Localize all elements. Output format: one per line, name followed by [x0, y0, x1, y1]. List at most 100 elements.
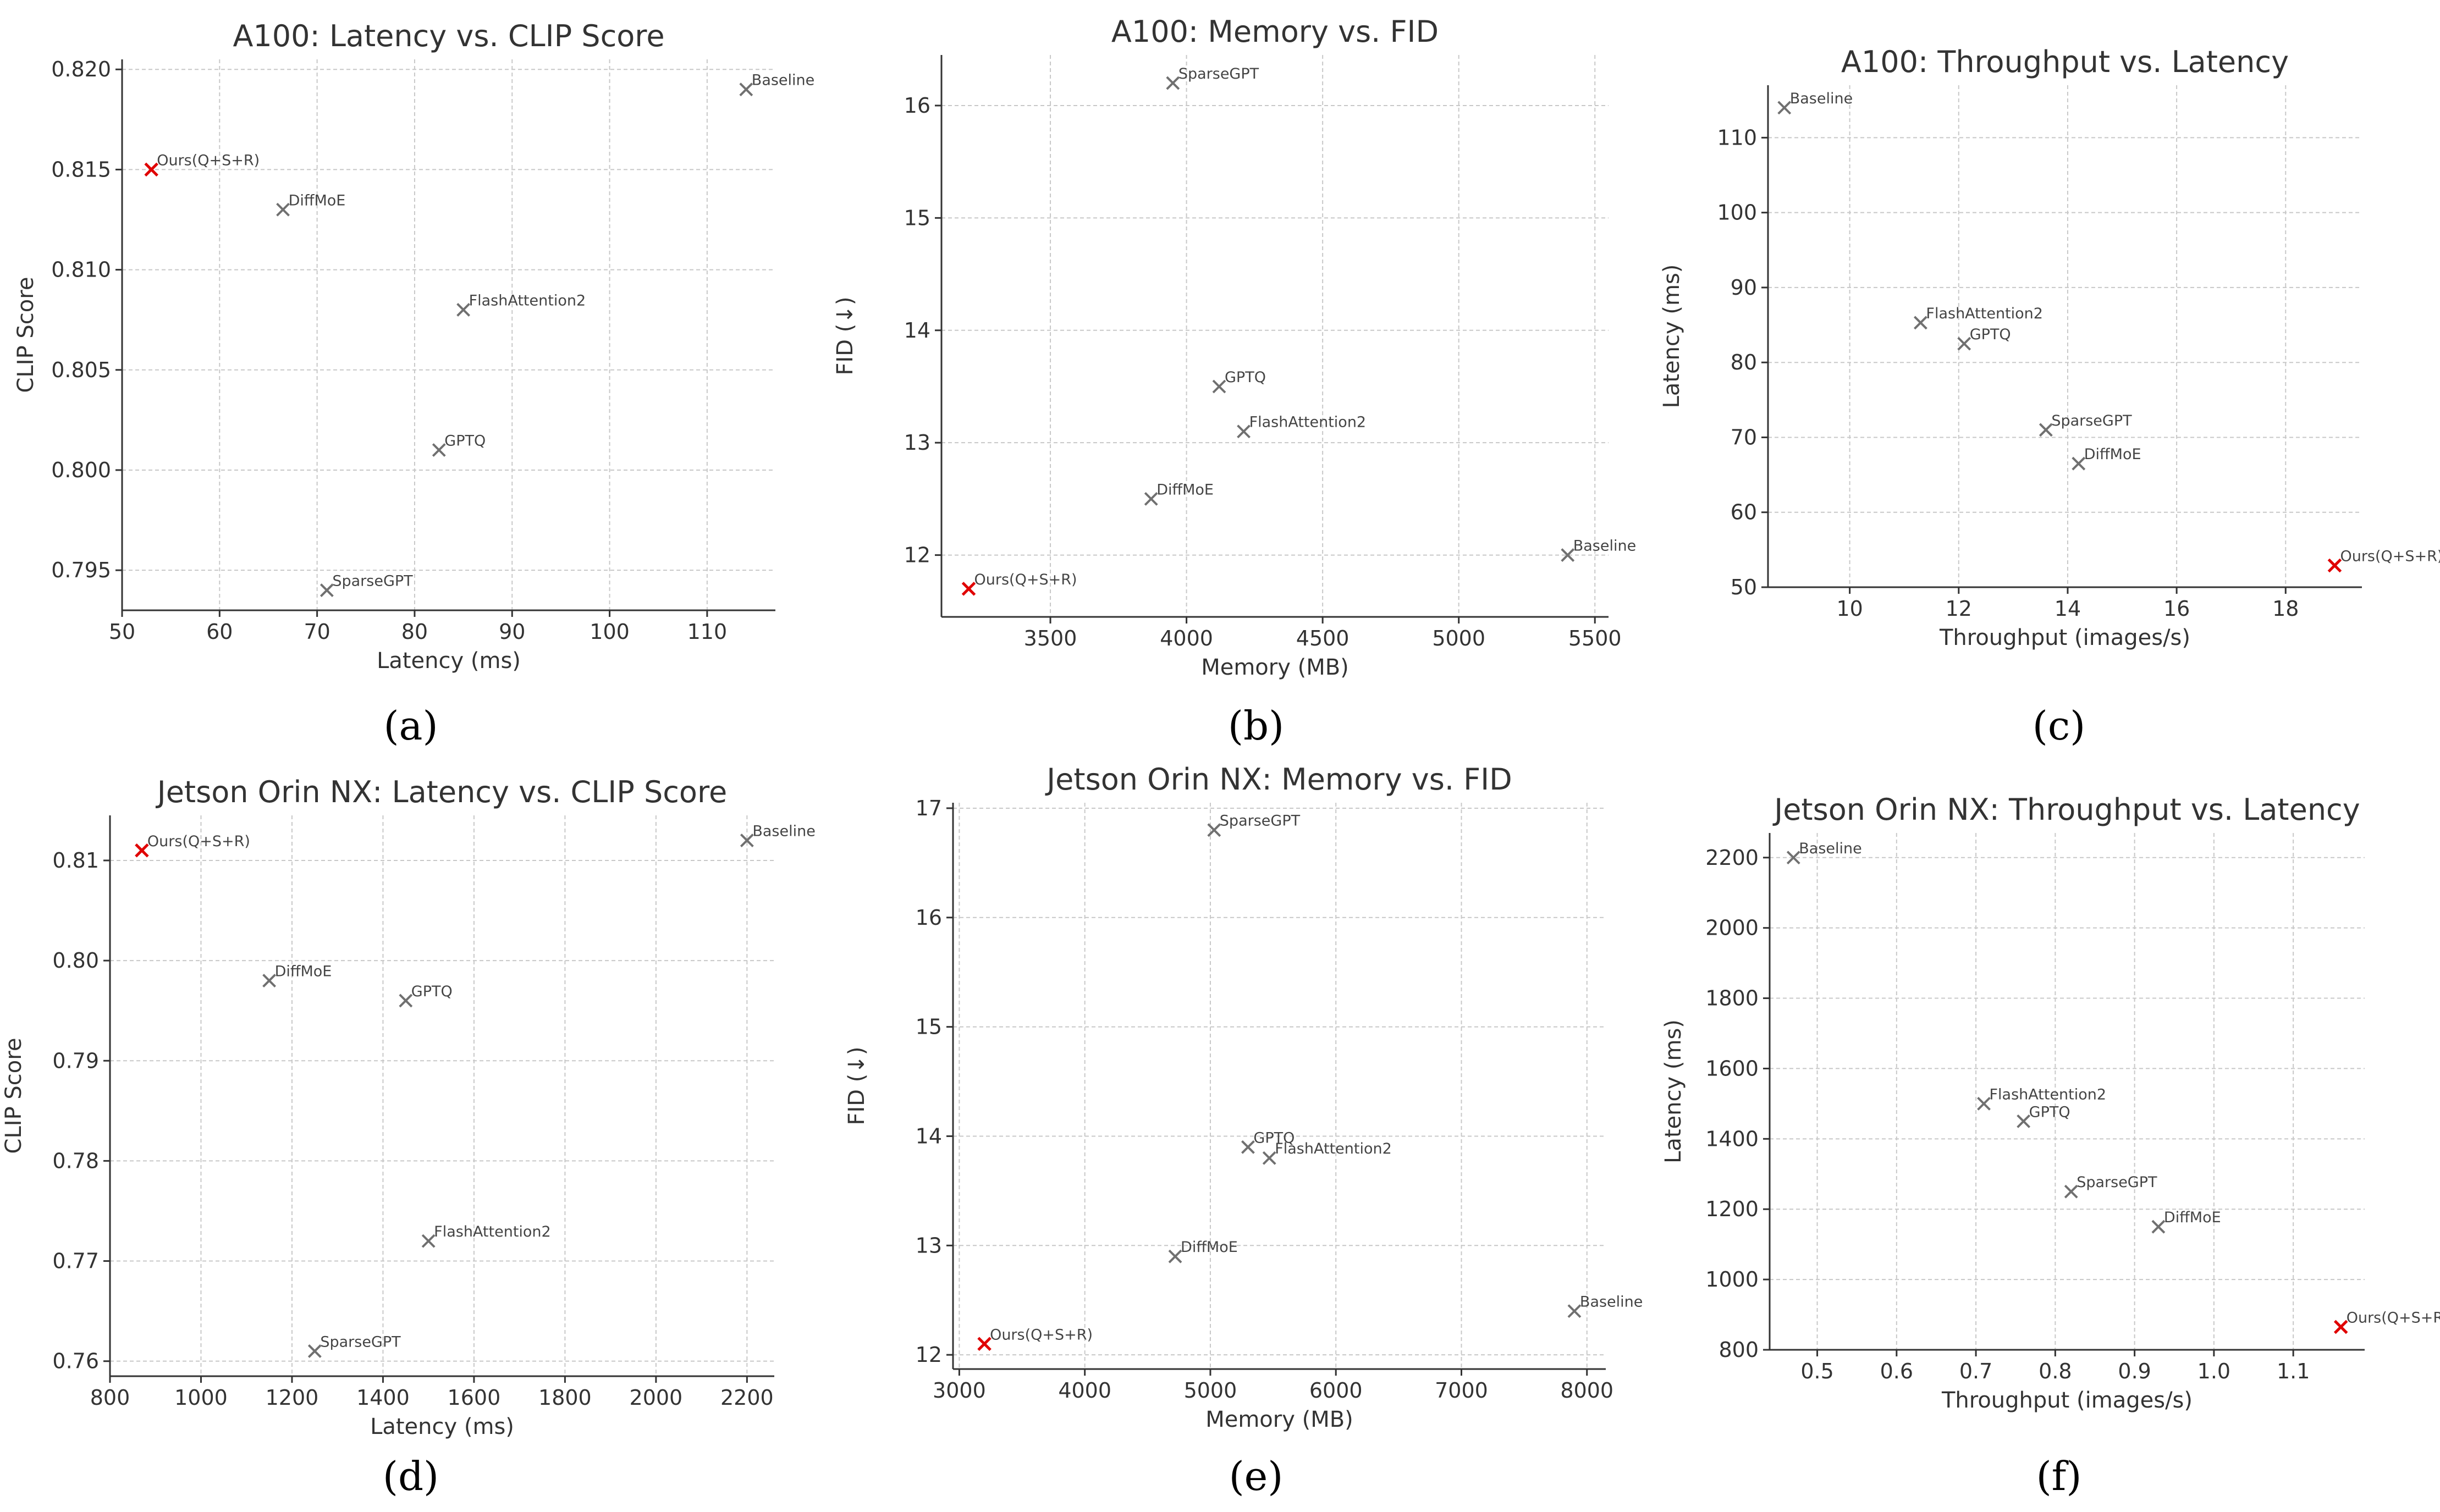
chart-title: A100: Memory vs. FID	[1111, 14, 1439, 49]
chart-a: 50 60 70 80 90 100 110 0.795 0.800 0.805 0.810 0.81…	[13, 19, 814, 674]
data-point: SparseGPT	[307, 1333, 401, 1358]
point-marker	[421, 1234, 436, 1248]
point-marker	[1786, 851, 1800, 865]
x-tick-label: 100	[590, 620, 630, 644]
y-tick-label: 1800	[1705, 986, 1759, 1011]
y-tick-label: 1000	[1705, 1267, 1759, 1292]
data-point: Baseline	[1567, 1294, 1643, 1318]
y-axis-label: FID (↓)	[844, 1046, 869, 1125]
y-tick-label: 12	[904, 543, 930, 567]
point-marker	[1144, 492, 1158, 506]
y-tick-label: 14	[916, 1124, 942, 1148]
point-label: Baseline	[1790, 90, 1853, 107]
point-marker	[2151, 1219, 2166, 1234]
data-point: DiffMoE	[276, 192, 346, 217]
x-tick-label: 14	[2055, 597, 2081, 621]
data-point: Baseline	[1777, 90, 1853, 115]
point-label: SparseGPT	[2051, 412, 2132, 429]
y-tick-label: 80	[1731, 350, 1757, 374]
panel-label-b: (b)	[1228, 703, 1284, 749]
chart-title: Jetson Orin NX: Throughput vs. Latency	[1772, 792, 2360, 827]
x-tick-label: 110	[687, 620, 728, 644]
data-point: Baseline	[1786, 840, 1862, 865]
data-point: FlashAttention2	[1262, 1140, 1392, 1165]
y-tick-label: 800	[1719, 1338, 1759, 1362]
data-point: Ours(Q+S+R)	[2333, 1309, 2440, 1334]
x-tick-label: 4500	[1296, 626, 1350, 650]
chart-title: Jetson Orin NX: Memory vs. FID	[1045, 762, 1512, 797]
data-point: Ours(Q+S+R)	[2327, 548, 2440, 573]
data-point: SparseGPT	[2064, 1174, 2157, 1199]
y-tick-label: 0.800	[51, 458, 111, 482]
point-marker	[961, 582, 976, 596]
x-axis-label: Memory (MB)	[1205, 1407, 1353, 1432]
point-label: FlashAttention2	[1926, 305, 2043, 322]
y-axis-label: Latency (ms)	[1661, 1019, 1686, 1163]
point-marker	[2064, 1184, 2078, 1199]
point-marker	[135, 843, 149, 858]
data-point: GPTQ	[399, 983, 453, 1008]
data-point: Ours(Q+S+R)	[144, 152, 260, 177]
point-label: FlashAttention2	[1249, 414, 1367, 431]
data-point: DiffMoE	[1144, 481, 1214, 506]
y-tick-label: 1400	[1705, 1127, 1759, 1151]
data-point: Ours(Q+S+R)	[135, 833, 250, 858]
point-marker	[2333, 1320, 2348, 1334]
y-tick-label: 15	[916, 1015, 942, 1039]
x-tick-label: 0.5	[1800, 1359, 1833, 1383]
y-axis-label: CLIP Score	[1, 1038, 26, 1154]
y-tick-label: 0.815	[51, 157, 111, 181]
data-point: DiffMoE	[2072, 446, 2141, 471]
point-label: DiffMoE	[2164, 1209, 2221, 1226]
data-point: GPTQ	[1241, 1129, 1295, 1154]
panel-label-e: (e)	[1229, 1453, 1284, 1499]
point-label: DiffMoE	[2084, 446, 2141, 463]
point-label: FlashAttention2	[1990, 1086, 2107, 1103]
x-tick-label: 4000	[1058, 1378, 1111, 1403]
point-label: GPTQ	[1253, 1129, 1295, 1146]
point-marker	[2072, 456, 2086, 471]
y-tick-label: 0.795	[51, 558, 111, 582]
data-point: DiffMoE	[2151, 1209, 2221, 1234]
data-point: GPTQ	[432, 433, 486, 457]
point-marker	[977, 1337, 992, 1351]
point-marker	[307, 1344, 322, 1358]
x-tick-label: 0.7	[1959, 1359, 1992, 1383]
panel-label-c: (c)	[2033, 703, 2086, 749]
point-label: SparseGPT	[1178, 65, 1259, 82]
point-marker	[1977, 1096, 1991, 1111]
point-label: GPTQ	[411, 983, 453, 1000]
x-tick-label: 2000	[630, 1386, 683, 1410]
x-tick-label: 3500	[1024, 626, 1077, 650]
x-tick-label: 5500	[1568, 626, 1622, 650]
data-point: FlashAttention2	[421, 1223, 551, 1248]
x-tick-label: 1200	[266, 1386, 319, 1410]
y-axis-label: Latency (ms)	[1659, 264, 1684, 409]
point-label: Ours(Q+S+R)	[974, 571, 1077, 588]
point-label: SparseGPT	[2077, 1174, 2157, 1191]
point-label: DiffMoE	[289, 192, 346, 209]
x-tick-label: 10	[1836, 597, 1863, 621]
chart-title: A100: Throughput vs. Latency	[1841, 45, 2289, 79]
panel-label-a: (a)	[383, 703, 438, 749]
chart-e: 3000 4000 5000 6000 7000 8000 12 13 14 15 16 17 Jets…	[844, 762, 1643, 1432]
data-point: SparseGPT	[1166, 65, 1259, 90]
point-label: GPTQ	[444, 433, 486, 450]
chart-title: Jetson Orin NX: Latency vs. CLIP Score	[156, 775, 727, 809]
x-tick-label: 800	[90, 1386, 130, 1410]
x-tick-label: 70	[304, 620, 330, 644]
panel-label-d: (d)	[383, 1453, 439, 1499]
point-marker	[739, 82, 753, 97]
chart-f: 0.5 0.6 0.7 0.8 0.9 1.0 1.1 800 1000 1200 1400 1600…	[1661, 792, 2440, 1413]
x-tick-label: 1800	[538, 1386, 592, 1410]
y-tick-label: 0.81	[52, 848, 99, 873]
x-tick-label: 12	[1946, 597, 1972, 621]
y-tick-label: 60	[1731, 500, 1757, 525]
point-label: GPTQ	[1225, 369, 1266, 386]
y-axis-label: FID (↓)	[833, 296, 858, 375]
point-marker	[1207, 823, 1221, 837]
point-marker	[2039, 423, 2053, 437]
x-tick-label: 18	[2272, 597, 2299, 621]
data-point: GPTQ	[1212, 369, 1266, 394]
